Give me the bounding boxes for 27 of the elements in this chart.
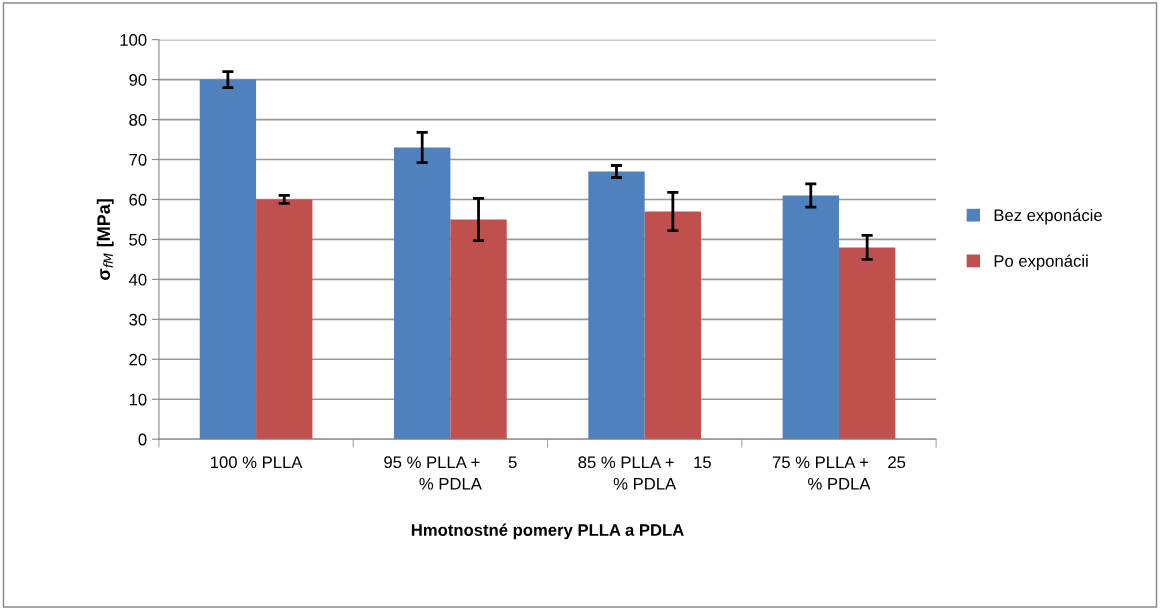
bar	[394, 147, 451, 440]
y-tick-label: 90	[129, 74, 147, 86]
y-tick-label: 20	[129, 353, 147, 366]
bar	[838, 247, 896, 440]
x-tick-label: 95 % PLLA + 5 % PDLA	[384, 456, 517, 490]
bar	[782, 195, 839, 440]
y-tick-label: 100	[120, 34, 147, 46]
legend-label: Bez exponácie	[994, 208, 1102, 225]
y-tick-label: 70	[129, 153, 147, 166]
y-tick-label: 30	[129, 313, 147, 326]
y-tick-label: 60	[129, 193, 147, 206]
y-tick-label: 80	[129, 113, 147, 126]
y-tick-label: 40	[128, 273, 147, 286]
x-tick-label: 75 % PLLA + 25 % PDLA	[772, 456, 906, 490]
legend-label: Po exponácii	[994, 254, 1088, 271]
bar	[256, 199, 313, 440]
y-axis-title: σ$_{fM}$ [MPa]	[96, 199, 114, 281]
x-tick-label: 85 % PLLA + 15 % PDLA	[578, 456, 711, 490]
y-tick-label: 0	[138, 433, 147, 446]
x-axis-title: Hmotnostné pomery PLLA a PDLA	[411, 523, 684, 540]
y-tick-label: 50	[129, 233, 147, 246]
bar	[644, 211, 702, 440]
bar	[450, 219, 507, 440]
x-tick-label: 100 % PLLA	[211, 456, 303, 469]
y-tick-label: 10	[129, 393, 147, 406]
bar	[588, 171, 645, 440]
bar	[199, 79, 257, 440]
